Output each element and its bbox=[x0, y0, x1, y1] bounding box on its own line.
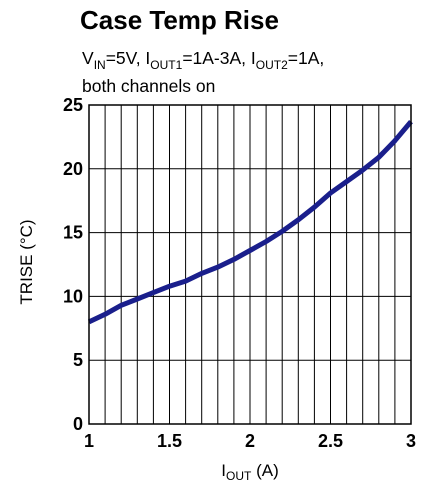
subtitle-part-3: OUT1 bbox=[150, 58, 182, 72]
plot-frame bbox=[88, 104, 412, 425]
subtitle-part-2: =5V, I bbox=[106, 48, 151, 68]
subtitle-part-4: =1A-3A, I bbox=[182, 48, 255, 68]
x-label-main: I bbox=[221, 461, 226, 480]
x-tick-label: 1 bbox=[84, 431, 94, 451]
x-axis-label: IOUT (A) bbox=[221, 461, 278, 483]
x-tick-label: 2.5 bbox=[318, 431, 343, 451]
subtitle-part-0: V bbox=[82, 48, 94, 68]
subtitle-part-6: =1A, bbox=[288, 48, 325, 68]
y-tick-label: 25 bbox=[63, 95, 83, 115]
chart-subtitle-line2: both channels on bbox=[82, 76, 215, 96]
x-tick-label: 1.5 bbox=[157, 431, 182, 451]
y-axis-label: TRISE (°C) bbox=[17, 219, 36, 304]
subtitle-part-5: OUT2 bbox=[256, 58, 288, 72]
y-tick-label: 0 bbox=[73, 414, 83, 434]
x-tick-label: 2 bbox=[245, 431, 255, 451]
grid bbox=[89, 105, 411, 424]
chart-subtitle-line1: VIN=5V, IOUT1=1A-3A, IOUT2=1A, bbox=[82, 48, 324, 72]
tick-labels: 0 5 10 15 20 25 1 1.5 2 2.5 3 bbox=[63, 95, 416, 451]
x-label-sub: OUT bbox=[226, 469, 252, 483]
y-tick-label: 20 bbox=[63, 159, 83, 179]
x-label-unit: (A) bbox=[251, 461, 278, 480]
y-tick-label: 10 bbox=[63, 286, 83, 306]
y-tick-label: 5 bbox=[73, 350, 83, 370]
series-line-0 bbox=[87, 119, 413, 325]
chart-title: Case Temp Rise bbox=[80, 5, 279, 35]
x-tick-label: 3 bbox=[406, 431, 416, 451]
y-tick-label: 15 bbox=[63, 223, 83, 243]
subtitle-part-1: IN bbox=[94, 58, 106, 72]
series-group bbox=[87, 119, 413, 325]
